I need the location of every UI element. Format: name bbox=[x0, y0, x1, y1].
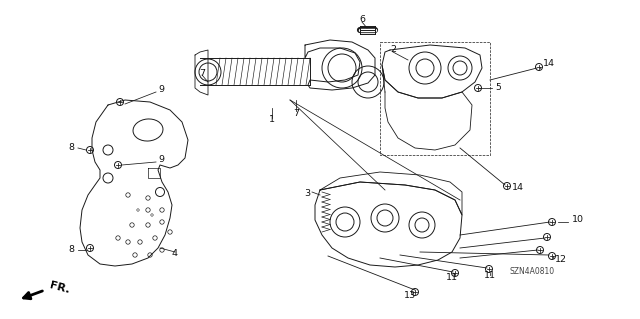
Text: FR.: FR. bbox=[48, 280, 70, 295]
Text: SZN4A0810: SZN4A0810 bbox=[510, 268, 555, 277]
Text: 14: 14 bbox=[512, 182, 524, 191]
Text: 14: 14 bbox=[543, 60, 555, 69]
Text: 13: 13 bbox=[404, 291, 416, 300]
Text: 8: 8 bbox=[68, 144, 74, 152]
Text: 11: 11 bbox=[446, 272, 458, 281]
Text: 12: 12 bbox=[555, 256, 567, 264]
Text: 7: 7 bbox=[199, 69, 205, 78]
Text: 9: 9 bbox=[158, 155, 164, 165]
Text: 4: 4 bbox=[172, 249, 178, 258]
Text: 8: 8 bbox=[68, 246, 74, 255]
Text: 11: 11 bbox=[484, 271, 496, 279]
Text: 5: 5 bbox=[495, 84, 500, 93]
Text: 6: 6 bbox=[359, 16, 365, 25]
Text: 7: 7 bbox=[293, 108, 299, 117]
Text: 1: 1 bbox=[269, 115, 275, 124]
Text: 3: 3 bbox=[304, 189, 310, 197]
Text: 9: 9 bbox=[158, 85, 164, 94]
Text: 2: 2 bbox=[390, 46, 396, 55]
Text: 10: 10 bbox=[572, 216, 584, 225]
